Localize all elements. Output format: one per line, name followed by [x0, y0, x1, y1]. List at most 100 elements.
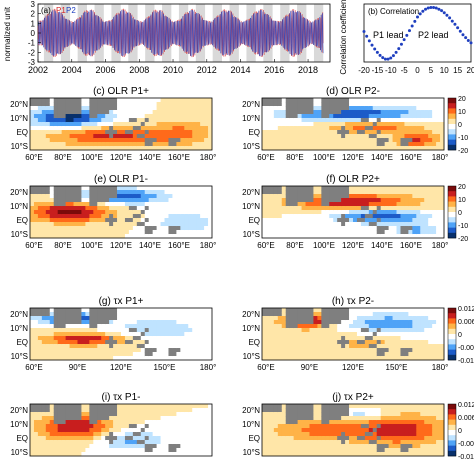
field-cell	[305, 146, 310, 151]
field-cell	[172, 324, 177, 329]
land-cell	[45, 102, 51, 107]
field-cell	[89, 452, 94, 457]
field-cell	[65, 436, 70, 441]
field-cell	[376, 186, 382, 191]
field-cell	[262, 324, 267, 329]
field-cell	[337, 214, 342, 219]
field-cell	[188, 412, 193, 417]
land-cell	[93, 308, 98, 313]
field-cell	[33, 222, 39, 227]
land-cell	[109, 344, 114, 349]
land-cell	[144, 348, 150, 353]
field-cell	[408, 440, 413, 445]
land-cell	[329, 102, 334, 107]
land-cell	[337, 186, 342, 191]
field-cell	[69, 126, 74, 131]
field-cell	[420, 316, 425, 321]
field-cell	[33, 432, 39, 437]
field-cell	[333, 118, 338, 123]
field-cell	[168, 98, 173, 103]
field-cell	[156, 348, 161, 353]
land-cell	[301, 408, 306, 413]
field-cell	[128, 110, 134, 115]
field-cell	[416, 146, 421, 151]
field-cell	[117, 234, 122, 239]
field-cell	[436, 332, 441, 337]
field-cell	[160, 130, 165, 135]
field-cell	[41, 218, 47, 223]
field-cell	[329, 234, 334, 239]
land-cell	[325, 316, 330, 321]
field-cell	[97, 324, 102, 329]
field-cell	[148, 194, 154, 199]
field-cell	[117, 230, 122, 235]
field-cell	[148, 432, 154, 437]
field-cell	[277, 138, 283, 143]
land-cell	[262, 408, 267, 413]
field-cell	[345, 352, 350, 357]
field-cell	[424, 444, 429, 449]
map-frame	[29, 307, 213, 361]
field-cell	[404, 344, 409, 349]
field-cell	[388, 138, 393, 143]
field-cell	[101, 336, 106, 341]
field-cell	[200, 102, 205, 107]
land-cell	[309, 308, 314, 313]
field-cell	[285, 356, 291, 361]
field-cell	[89, 332, 94, 337]
field-cell	[345, 420, 350, 425]
land-cell	[285, 320, 291, 325]
field-cell	[376, 146, 382, 151]
land-cell	[345, 308, 350, 313]
field-cell	[277, 210, 283, 215]
colorbar-tick-label: 20	[458, 96, 466, 103]
field-cell	[317, 218, 322, 223]
field-cell	[89, 206, 94, 211]
field-cell	[33, 416, 39, 421]
field-cell	[73, 432, 78, 437]
field-cell	[301, 230, 306, 235]
field-cell	[176, 436, 181, 441]
field-cell	[168, 126, 173, 131]
field-cell	[321, 352, 326, 357]
field-cell	[49, 308, 55, 313]
field-cell	[269, 110, 275, 115]
land-cell	[301, 312, 306, 317]
field-cell	[356, 214, 362, 219]
field-cell	[400, 198, 405, 203]
land-cell	[65, 102, 70, 107]
land-cell	[45, 312, 51, 317]
correlation-point	[442, 11, 446, 15]
field-cell	[176, 428, 181, 433]
field-cell	[105, 118, 110, 123]
field-cell	[341, 202, 346, 207]
land-cell	[368, 432, 374, 437]
field-cell	[356, 444, 362, 449]
land-cell	[93, 198, 98, 203]
lat-tick-label: 10°N	[10, 420, 28, 429]
field-cell	[180, 424, 185, 429]
field-cell	[200, 424, 205, 429]
field-cell	[440, 356, 445, 361]
land-cell	[345, 98, 350, 103]
field-cell	[200, 416, 205, 421]
field-cell	[269, 452, 275, 457]
field-cell	[353, 452, 358, 457]
field-cell	[360, 428, 366, 433]
field-cell	[285, 452, 291, 457]
correlation-point	[378, 53, 382, 57]
lat-tick-label: 10°S	[11, 352, 28, 361]
field-cell	[121, 324, 126, 329]
land-cell	[33, 98, 39, 103]
field-cell	[440, 332, 445, 337]
field-cell	[89, 146, 94, 151]
field-cell	[144, 234, 150, 239]
field-cell	[364, 356, 370, 361]
field-cell	[349, 222, 354, 227]
field-cell	[49, 122, 55, 127]
field-cell	[297, 206, 302, 211]
field-cell	[420, 432, 425, 437]
field-cell	[89, 444, 94, 449]
land-cell	[89, 316, 94, 321]
land-cell	[400, 448, 405, 453]
